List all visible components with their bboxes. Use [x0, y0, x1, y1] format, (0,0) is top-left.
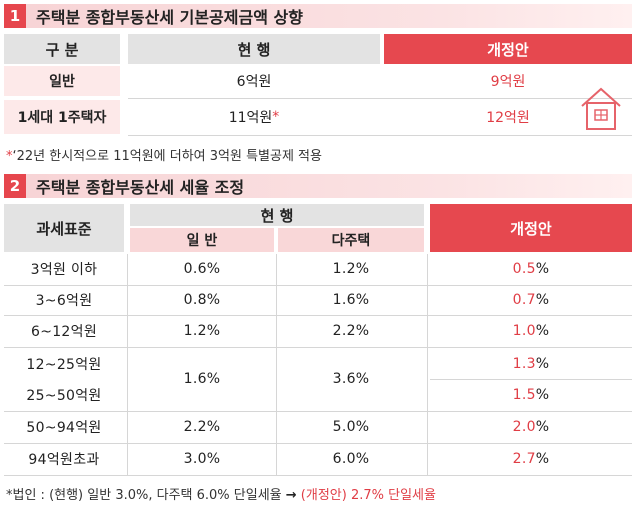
- s2-row-label: 94억원초과: [28, 452, 100, 468]
- s2-row-proposed: 2.7%: [512, 451, 550, 467]
- s2-row-label: 25~50억원: [26, 387, 102, 404]
- s2-header-proposed: 개정안: [430, 204, 632, 252]
- s2-divider: [4, 443, 632, 444]
- s1-row2-current-mark: *: [272, 109, 280, 125]
- s2-row-label: 3~6억원: [35, 293, 93, 309]
- s2-row-general: 0.8%: [183, 292, 221, 308]
- s2-merged-general: 1.6%: [183, 371, 221, 387]
- s2-col-sep: [427, 254, 428, 475]
- s2-row-multi: 6.0%: [332, 451, 370, 467]
- s2-header-multi: 다주택: [278, 228, 424, 252]
- section2-number: 2: [4, 174, 26, 198]
- arrow-icon: →: [285, 488, 297, 503]
- s2-row-multi: 2.2%: [332, 323, 370, 339]
- s2-divider: [430, 379, 632, 380]
- s2-row-label: 12~25억원: [26, 356, 102, 373]
- s2-row-general: 2.2%: [183, 419, 221, 435]
- s2-row-multi: 5.0%: [332, 419, 370, 435]
- s2-row-general: 3.0%: [183, 451, 221, 467]
- s1-row2-current: 11억원 *: [128, 100, 380, 134]
- s2-footnote-text: *법인 : (현행) 일반 3.0%, 다주택 6.0% 단일세율: [6, 488, 286, 503]
- s1-row2-proposed: 12억원: [486, 110, 530, 126]
- s2-row-proposed: 2.0%: [512, 419, 550, 435]
- s1-row1-proposed: 9억원: [490, 74, 526, 90]
- s2-header-current: 현 행: [130, 204, 424, 226]
- s1-row-divider: [128, 98, 632, 99]
- section1-title: 주택분 종합부동산세 기본공제금액 상향: [36, 8, 303, 27]
- s2-row-multi: 1.2%: [332, 261, 370, 277]
- s1-row2-label: 1세대 1주택자: [4, 100, 120, 134]
- s1-header-label: 구 분: [4, 34, 120, 64]
- s1-row1-current: 6억원: [236, 74, 272, 90]
- s1-header-proposed: 개정안: [384, 34, 632, 64]
- s2-row-label: 3억원 이하: [30, 262, 98, 278]
- s1-row1-label: 일반: [4, 66, 120, 96]
- s2-divider: [4, 285, 632, 286]
- s2-footnote: *법인 : (현행) 일반 3.0%, 다주택 6.0% 단일세율 → (개정안…: [6, 484, 436, 503]
- s2-row-label: 6~12억원: [30, 324, 97, 340]
- s2-row-proposed: 1.5%: [512, 386, 550, 403]
- s1-footnote-text: ‘22년 한시적으로 11억원에 더하여 3억원 특별공제 적용: [12, 149, 322, 164]
- s2-col-sep: [276, 254, 277, 475]
- s2-bottom-line: [4, 475, 632, 476]
- s1-footnote: *‘22년 한시적으로 11억원에 더하여 3억원 특별공제 적용: [6, 145, 322, 164]
- s2-row-proposed: 1.3%: [512, 355, 550, 372]
- section2-header: 2 주택분 종합부동산세 세율 조정: [4, 174, 632, 198]
- section1-header: 1 주택분 종합부동산세 기본공제금액 상향: [4, 4, 632, 28]
- s2-header-label: 과세표준: [4, 204, 124, 252]
- s2-divider: [4, 315, 632, 316]
- s1-bottom-line: [128, 135, 632, 136]
- s2-col-sep: [127, 254, 128, 475]
- s2-divider: [4, 411, 632, 412]
- s2-row-proposed: 0.7%: [512, 292, 550, 308]
- s2-divider: [4, 347, 632, 348]
- section1-number: 1: [4, 4, 26, 28]
- s2-row-general: 0.6%: [183, 261, 221, 277]
- s1-row2-current-value: 11억원: [228, 110, 273, 126]
- house-icon: [581, 87, 621, 130]
- s2-row-proposed: 0.5%: [512, 261, 550, 277]
- s1-footnote-mark: *: [6, 149, 13, 164]
- s2-header-general: 일 반: [130, 228, 274, 252]
- s1-header-current: 현 행: [128, 34, 380, 64]
- s2-row-label: 50~94억원: [26, 420, 102, 436]
- s2-row-proposed: 1.0%: [512, 323, 550, 339]
- s2-merged-multi: 3.6%: [332, 371, 370, 387]
- s2-row-multi: 1.6%: [332, 292, 370, 308]
- section2-title: 주택분 종합부동산세 세율 조정: [36, 178, 245, 197]
- s2-footnote-red: (개정안) 2.7% 단일세율: [296, 488, 436, 503]
- s2-row-general: 1.2%: [183, 323, 221, 339]
